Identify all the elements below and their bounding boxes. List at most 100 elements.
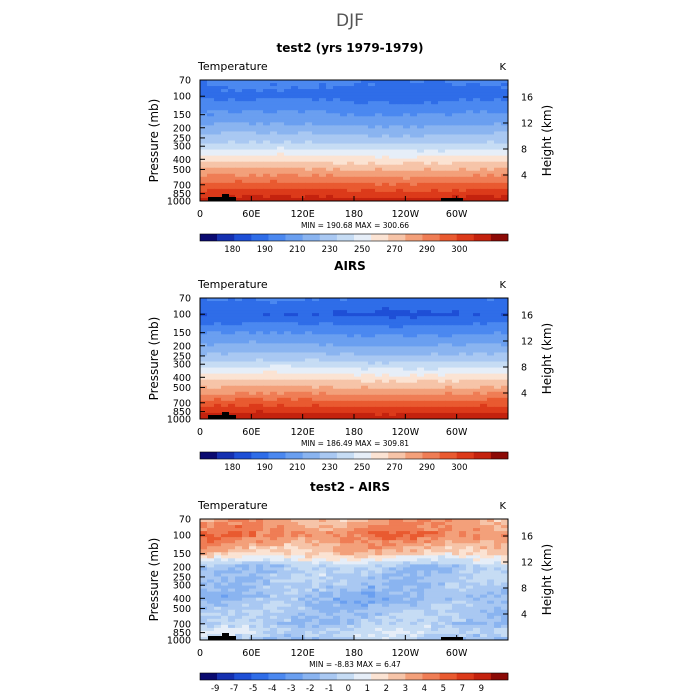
contour-cell <box>256 537 264 541</box>
contour-cell <box>214 400 222 405</box>
contour-cell <box>452 555 460 559</box>
contour-cell <box>375 170 383 175</box>
contour-cell <box>242 304 250 308</box>
contour-cell <box>466 170 474 175</box>
contour-cell <box>361 116 369 120</box>
contour-cell <box>438 388 446 393</box>
contour-cell <box>291 591 299 596</box>
contour-cell <box>340 370 348 375</box>
contour-cell <box>347 304 355 308</box>
contour-cell <box>361 543 369 547</box>
contour-cell <box>298 122 306 126</box>
contour-cell <box>501 597 508 602</box>
y2-tick-label: 16 <box>521 92 533 103</box>
contour-cell <box>312 95 320 99</box>
colorbar-frame <box>199 233 509 242</box>
contour-cell <box>501 173 508 178</box>
contour-cell <box>207 155 215 160</box>
contour-cell <box>466 376 474 381</box>
contour-cell <box>466 319 474 323</box>
contour-cell <box>473 298 481 302</box>
contour-cell <box>347 570 355 575</box>
contour-cell <box>221 298 229 302</box>
contour-cell <box>214 364 222 369</box>
contour-cell <box>424 307 432 311</box>
contour-cell <box>354 597 362 602</box>
contour-cell <box>270 379 278 384</box>
contour-cell <box>291 137 299 142</box>
contour-cell <box>494 403 502 408</box>
contour-cell <box>228 328 236 332</box>
contour-cell <box>200 567 208 572</box>
contour-cell <box>382 561 390 565</box>
contour-cell <box>277 146 285 151</box>
contour-cell <box>459 394 467 399</box>
contour-cell <box>207 549 215 553</box>
contour-cell <box>417 185 425 190</box>
contour-cell <box>480 158 488 163</box>
contour-cell <box>256 331 264 335</box>
contour-cell <box>382 552 390 556</box>
contour-cell <box>438 585 446 590</box>
contour-cell <box>277 119 285 123</box>
contour-cell <box>242 104 250 108</box>
contour-cell <box>228 337 236 341</box>
contour-cell <box>487 179 495 184</box>
contour-cell <box>347 388 355 393</box>
contour-cell <box>256 412 264 417</box>
contour-cell <box>228 95 236 99</box>
contour-cell <box>242 400 250 405</box>
contour-cell <box>403 558 411 562</box>
contour-cell <box>438 170 446 175</box>
contour-cell <box>249 110 257 114</box>
contour-cell <box>494 143 502 148</box>
contour-cell <box>445 319 453 323</box>
contour-cell <box>480 543 488 547</box>
contour-cell <box>410 412 418 417</box>
contour-cell <box>284 188 292 193</box>
contour-cell <box>473 325 481 329</box>
contour-cell <box>347 415 355 419</box>
contour-cell <box>249 140 257 145</box>
contour-cell <box>214 146 222 151</box>
contour-cell <box>305 415 313 419</box>
contour-cell <box>333 606 341 611</box>
contour-cell <box>368 143 376 148</box>
contour-cell <box>214 534 222 538</box>
contour-cell <box>459 98 467 102</box>
contour-cell <box>410 570 418 575</box>
contour-cell <box>235 131 243 136</box>
colorbar-swatch <box>422 452 440 459</box>
contour-cell <box>270 355 278 360</box>
contour-cell <box>473 86 481 90</box>
contour-cell <box>214 379 222 384</box>
contour-cell <box>277 182 285 187</box>
contour-cell <box>375 591 383 596</box>
contour-cell <box>459 188 467 193</box>
contour-cell <box>298 394 306 399</box>
contour-cell <box>242 415 250 419</box>
contour-cell <box>207 376 215 381</box>
contour-cell <box>438 409 446 414</box>
contour-cell <box>431 591 439 596</box>
contour-cell <box>445 149 453 154</box>
contour-cell <box>228 176 236 181</box>
contour-cell <box>396 116 404 120</box>
contour-cell <box>354 164 362 169</box>
contour-cell <box>417 531 425 535</box>
contour-cell <box>452 576 460 581</box>
contour-cell <box>494 400 502 405</box>
contour-cell <box>277 86 285 90</box>
contour-cell <box>242 370 250 375</box>
contour-cell <box>487 558 495 562</box>
contour-cell <box>501 415 508 419</box>
contour-cell <box>368 582 376 587</box>
contour-cell <box>382 588 390 593</box>
contour-cell <box>368 531 376 535</box>
contour-cell <box>242 179 250 184</box>
y-tick-label: 70 <box>179 76 191 87</box>
contour-cell <box>263 582 271 587</box>
contour-cell <box>487 191 495 196</box>
contour-cell <box>438 155 446 160</box>
contour-cell <box>333 364 341 369</box>
